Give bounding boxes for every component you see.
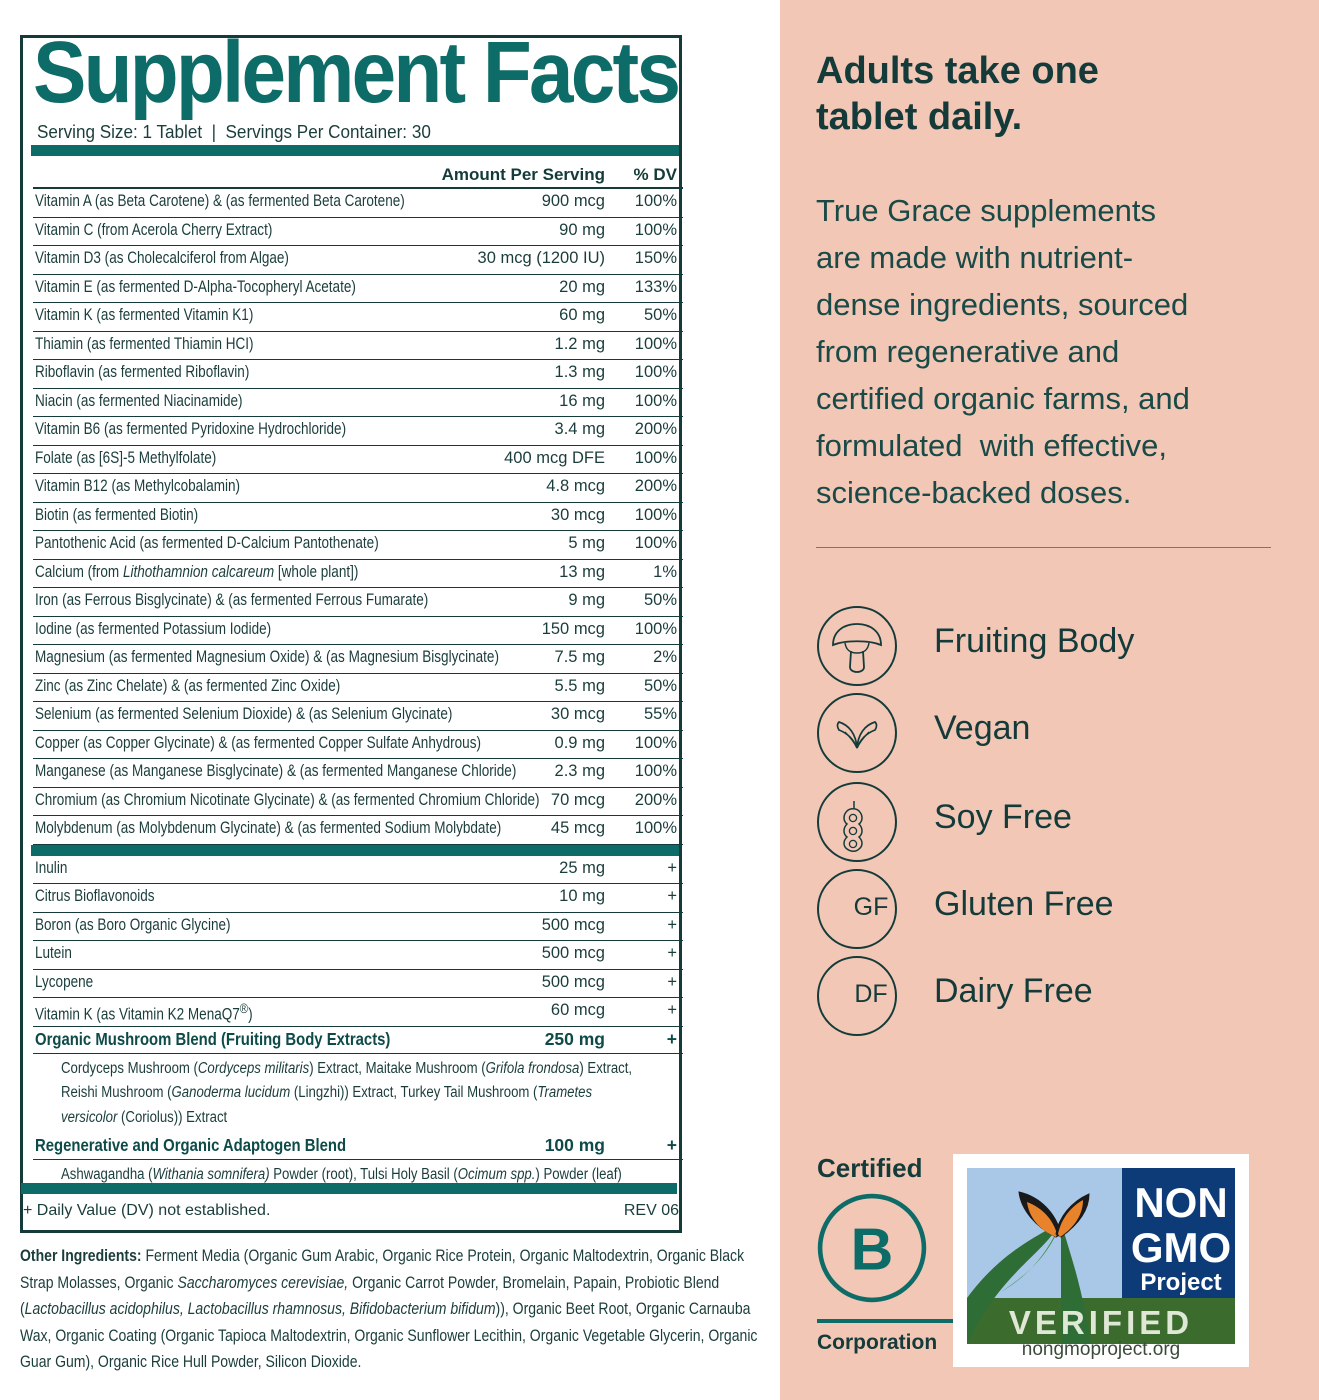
svg-text:NON: NON bbox=[1134, 1179, 1227, 1226]
svg-text:B: B bbox=[851, 1216, 894, 1282]
svg-text:nongmoproject.org: nongmoproject.org bbox=[1022, 1339, 1180, 1359]
svg-text:Project: Project bbox=[1140, 1269, 1221, 1296]
svg-text:VERIFIED: VERIFIED bbox=[1009, 1304, 1193, 1341]
svg-text:GMO: GMO bbox=[1131, 1224, 1231, 1271]
